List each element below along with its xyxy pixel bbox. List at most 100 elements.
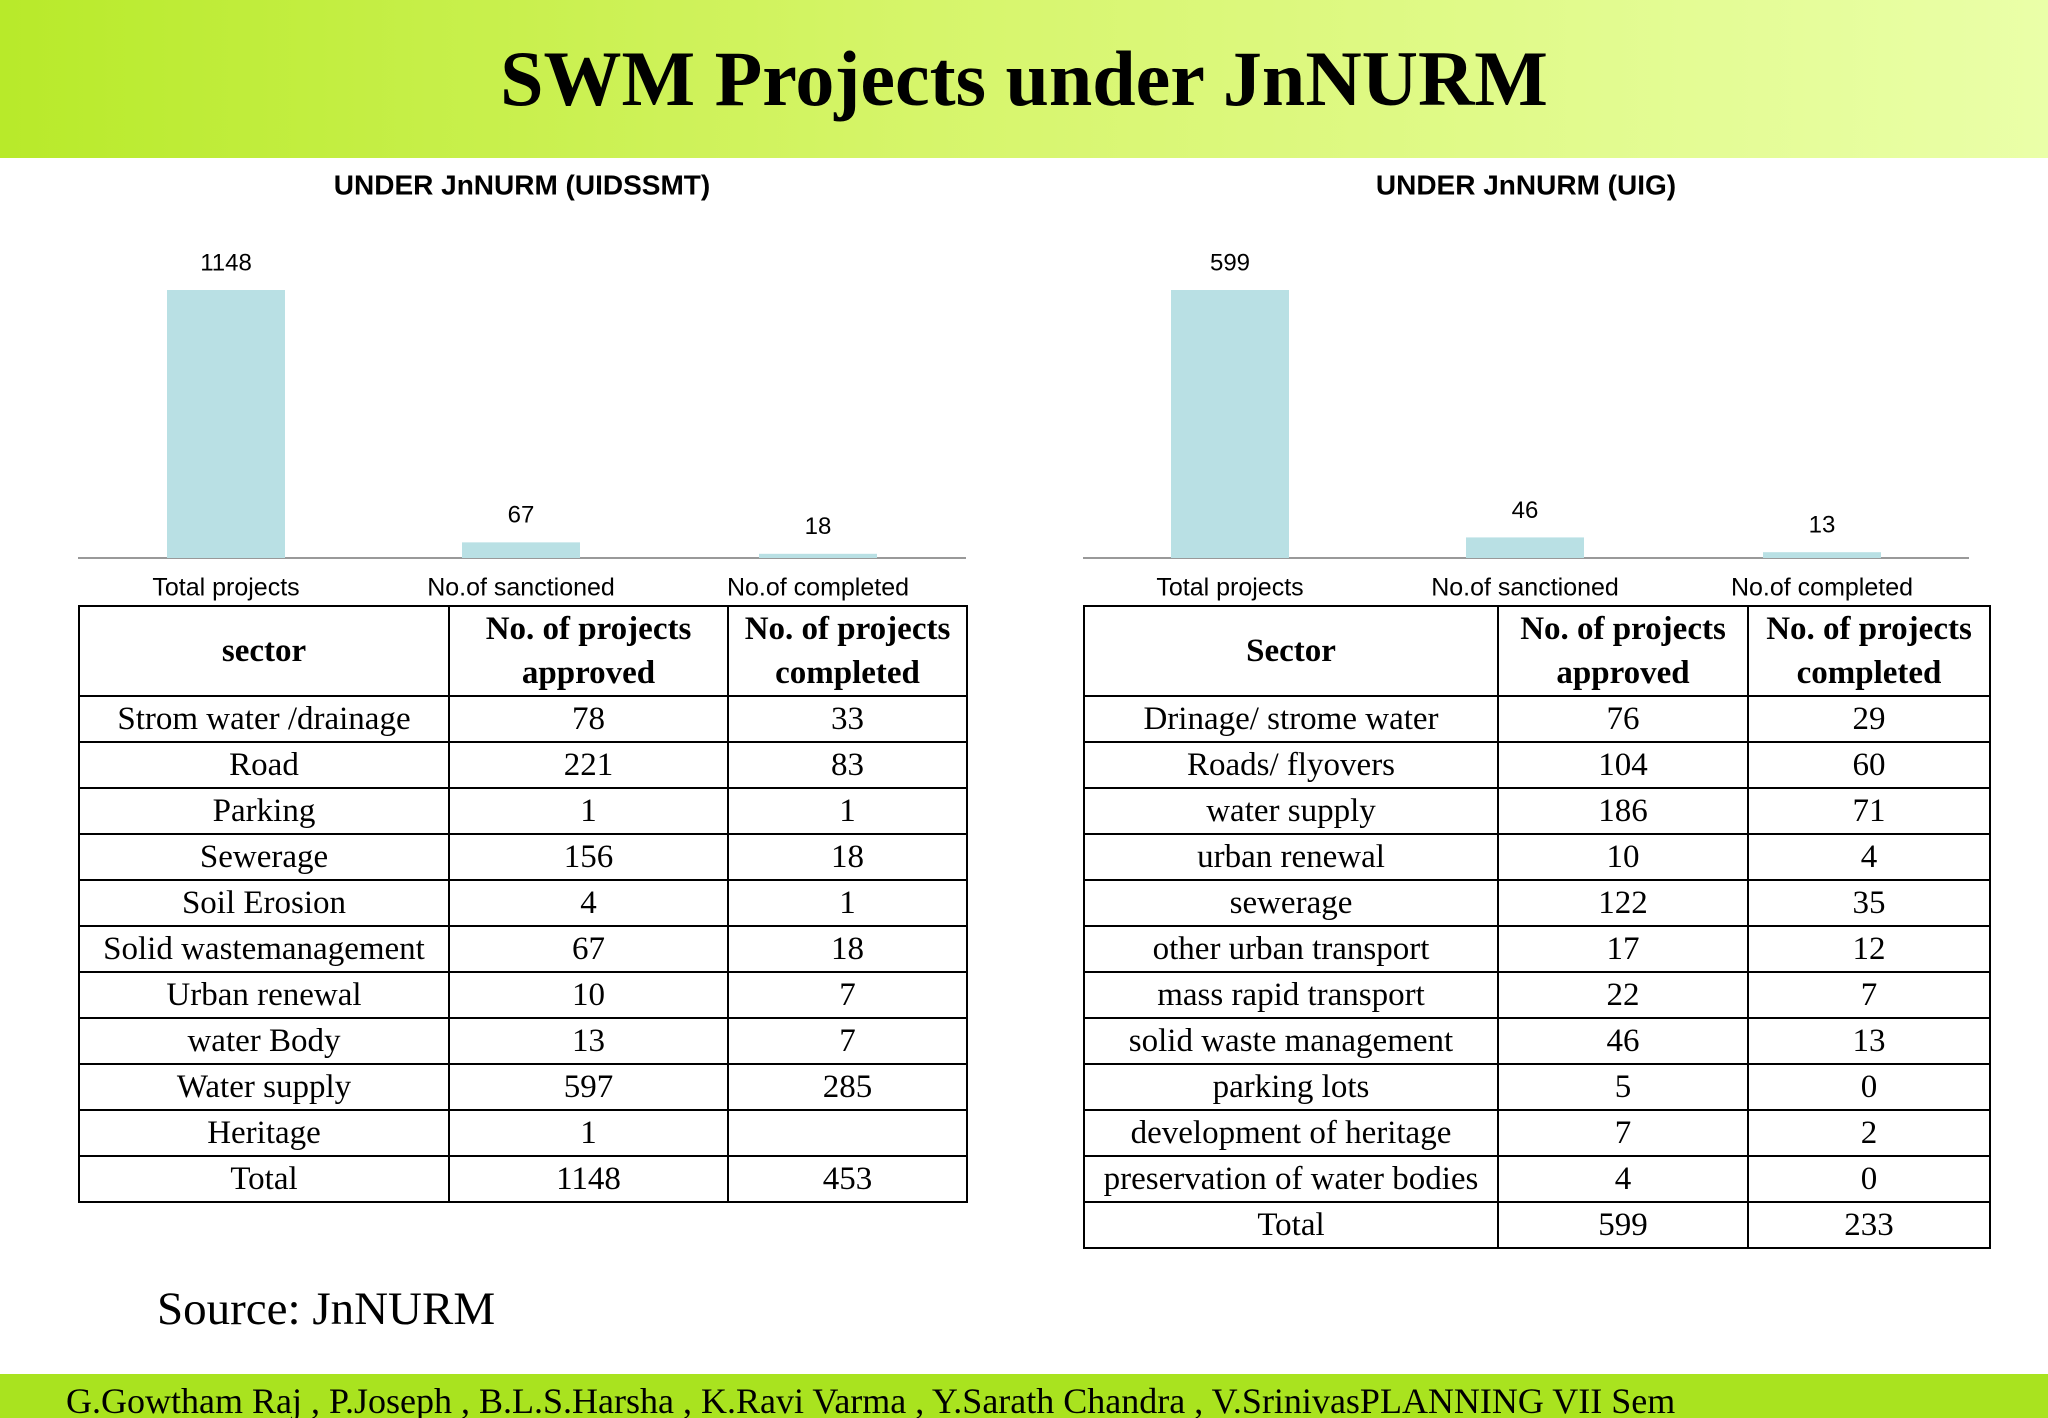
table-cell: preservation of water bodies bbox=[1083, 1155, 1499, 1203]
table-cell: 599 bbox=[1497, 1201, 1749, 1249]
x-tick-label: No.of completed bbox=[1731, 574, 1913, 602]
slide-title: SWM Projects under JnNURM bbox=[500, 35, 1548, 122]
table-cell: 7 bbox=[1747, 971, 1991, 1019]
table-cell: 4 bbox=[1497, 1155, 1749, 1203]
x-tick-label: No.of completed bbox=[727, 574, 909, 602]
data-label: 1148 bbox=[200, 249, 252, 276]
table-cell: Parking bbox=[78, 787, 450, 835]
table-cell: 104 bbox=[1497, 741, 1749, 789]
table-cell: 10 bbox=[1497, 833, 1749, 881]
table-cell: 10 bbox=[448, 971, 729, 1019]
table-cell: Drinage/ strome water bbox=[1083, 695, 1499, 743]
footer-text: G.Gowtham Raj , P.Joseph , B.L.S.Harsha … bbox=[66, 1381, 1676, 1418]
table-row: Roads/ flyovers 104 60 bbox=[1083, 741, 1991, 789]
chart-title: UNDER JnNURM (UIG) bbox=[1376, 169, 1676, 200]
table-cell: Total bbox=[78, 1155, 450, 1203]
table-cell: development of heritage bbox=[1083, 1109, 1499, 1157]
table-cell: 7 bbox=[727, 1017, 968, 1065]
table-cell: 7 bbox=[1497, 1109, 1749, 1157]
table-row: Solid wastemanagement 67 18 bbox=[78, 925, 968, 973]
table-cell: Roads/ flyovers bbox=[1083, 741, 1499, 789]
data-label: 599 bbox=[1210, 249, 1250, 276]
header-band: SWM Projects under JnNURM bbox=[0, 0, 2048, 158]
table-row: Total 1148 453 bbox=[78, 1155, 968, 1203]
table-cell: 67 bbox=[448, 925, 729, 973]
table-cell: 122 bbox=[1497, 879, 1749, 927]
table-cell: Solid wastemanagement bbox=[78, 925, 450, 973]
table-cell: other urban transport bbox=[1083, 925, 1499, 973]
table-cell: 35 bbox=[1747, 879, 1991, 927]
header-row: Sector No. of projects approved No. of pro… bbox=[1083, 605, 1991, 697]
table-cell: 22 bbox=[1497, 971, 1749, 1019]
table-cell: 46 bbox=[1497, 1017, 1749, 1065]
table-row: other urban transport 17 12 bbox=[1083, 925, 1991, 973]
bar bbox=[462, 542, 580, 558]
table-cell: 71 bbox=[1747, 787, 1991, 835]
table-cell: 0 bbox=[1747, 1155, 1991, 1203]
x-tick-label: Total projects bbox=[1156, 574, 1303, 602]
table-row: mass rapid transport 22 7 bbox=[1083, 971, 1991, 1019]
table-cell: 221 bbox=[448, 741, 729, 789]
bar bbox=[759, 553, 877, 558]
table-cell: water supply bbox=[1083, 787, 1499, 835]
table-cell: Total bbox=[1083, 1201, 1499, 1249]
table-cell: sewerage bbox=[1083, 879, 1499, 927]
table-cell: 2 bbox=[1747, 1109, 1991, 1157]
table-cell: 33 bbox=[727, 695, 968, 743]
table-cell: 76 bbox=[1497, 695, 1749, 743]
table-cell bbox=[727, 1109, 968, 1157]
x-tick-label: Total projects bbox=[152, 574, 299, 602]
table-cell: 83 bbox=[727, 741, 968, 789]
table-cell: 12 bbox=[1747, 925, 1991, 973]
table-cell: 5 bbox=[1497, 1063, 1749, 1111]
table-cell: 17 bbox=[1497, 925, 1749, 973]
table-cell: 186 bbox=[1497, 787, 1749, 835]
table-cell: 78 bbox=[448, 695, 729, 743]
data-table: sector No. of projects approved No. of pro… bbox=[78, 605, 968, 1203]
x-tick-label: No.of sanctioned bbox=[427, 574, 615, 602]
table-cell: parking lots bbox=[1083, 1063, 1499, 1111]
table-row: Urban renewal 10 7 bbox=[78, 971, 968, 1019]
header-row: sector No. of projects approved No. of pro… bbox=[78, 605, 968, 697]
table-row: sewerage 122 35 bbox=[1083, 879, 1991, 927]
table-row: Water supply 597 285 bbox=[78, 1063, 968, 1111]
table-cell: 29 bbox=[1747, 695, 1991, 743]
table-cell: 233 bbox=[1747, 1201, 1991, 1249]
table-cell: Sewerage bbox=[78, 833, 450, 881]
data-label: 18 bbox=[805, 513, 832, 540]
charts: UNDER JnNURM (UIDSSMT) 1148 Total projects… bbox=[78, 169, 1969, 602]
table-row: Soil Erosion 4 1 bbox=[78, 879, 968, 927]
table-cell: 1 bbox=[448, 787, 729, 835]
data-label: 67 bbox=[508, 502, 535, 529]
table-row: water Body 13 7 bbox=[78, 1017, 968, 1065]
table-cell: Strom water /drainage bbox=[78, 695, 450, 743]
table-row: parking lots 5 0 bbox=[1083, 1063, 1991, 1111]
table-cell: 60 bbox=[1747, 741, 1991, 789]
data-label: 13 bbox=[1809, 512, 1836, 539]
column-header: No. of projects completed bbox=[1747, 605, 1991, 697]
table-row: preservation of water bodies 4 0 bbox=[1083, 1155, 1991, 1203]
bar bbox=[1763, 552, 1881, 558]
table-cell: 1 bbox=[448, 1109, 729, 1157]
table-cell: water Body bbox=[78, 1017, 450, 1065]
table-cell: 18 bbox=[727, 833, 968, 881]
table-cell: 1 bbox=[727, 787, 968, 835]
table-cell: 1 bbox=[727, 879, 968, 927]
table-cell: 1148 bbox=[448, 1155, 729, 1203]
table-cell: 285 bbox=[727, 1063, 968, 1111]
table-cell: 0 bbox=[1747, 1063, 1991, 1111]
x-tick-label: No.of sanctioned bbox=[1431, 574, 1619, 602]
column-header: No. of projects completed bbox=[727, 605, 968, 697]
table-cell: 453 bbox=[727, 1155, 968, 1203]
table-row: water supply 186 71 bbox=[1083, 787, 1991, 835]
bar bbox=[1466, 537, 1584, 558]
table-row: development of heritage 7 2 bbox=[1083, 1109, 1991, 1157]
table-cell: 597 bbox=[448, 1063, 729, 1111]
table-cell: Road bbox=[78, 741, 450, 789]
table-row: solid waste management 46 13 bbox=[1083, 1017, 1991, 1065]
table-cell: solid waste management bbox=[1083, 1017, 1499, 1065]
table-cell: Urban renewal bbox=[78, 971, 450, 1019]
table-row: Heritage 1 bbox=[78, 1109, 968, 1157]
table-cell: 13 bbox=[1747, 1017, 1991, 1065]
